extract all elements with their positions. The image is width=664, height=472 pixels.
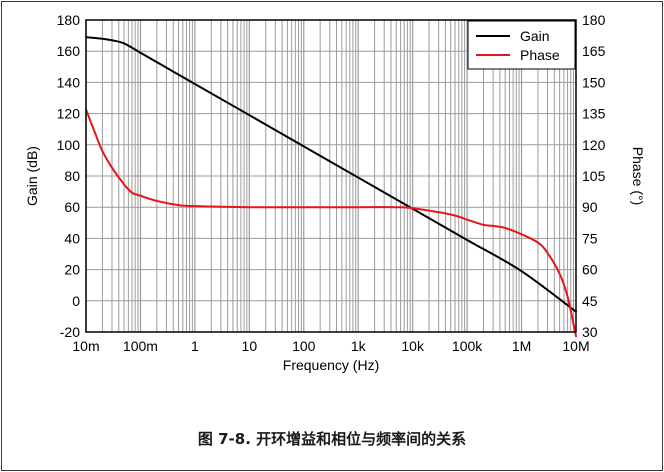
y-tick-label-left: -20 (60, 324, 80, 340)
x-axis-label: Frequency (Hz) (283, 357, 379, 373)
y-tick-label-right: 30 (582, 324, 598, 340)
x-tick-label: 10M (562, 338, 589, 354)
y-tick-label-left: 120 (57, 106, 81, 122)
legend-gain-label: Gain (520, 28, 550, 44)
y-tick-label-right: 45 (582, 293, 598, 309)
figure-caption: 图 7-8. 开环增益和相位与频率间的关系 (197, 430, 467, 448)
y-tick-label-left: 80 (64, 168, 80, 184)
legend-box (467, 20, 576, 70)
y-tick-label-left: 20 (64, 262, 80, 278)
x-tick-label: 10m (72, 338, 99, 354)
x-tick-label: 10k (401, 338, 425, 354)
y-tick-label-right: 90 (582, 199, 598, 215)
y-tick-label-right: 60 (582, 262, 598, 278)
y-tick-label-right: 165 (582, 43, 606, 59)
legend: Gain Phase (467, 20, 576, 70)
gain-curve (85, 36, 577, 313)
y-tick-label-right: 105 (582, 168, 606, 184)
y-axis-label-right: Phase (°) (630, 147, 646, 206)
x-tick-label: 100k (452, 338, 483, 354)
y-tick-label-left: 160 (57, 43, 81, 59)
tick-labels: 10m 100m 1 10 100 1k 10k 100k 1M 10M 180 160 140 120 1… (57, 12, 606, 354)
y-tick-label-right: 150 (582, 74, 606, 90)
y-tick-label-left: 60 (64, 199, 80, 215)
y-tick-label-right: 75 (582, 230, 598, 246)
x-tick-label: 100m (123, 338, 158, 354)
gain-phase-chart: 10m 100m 1 10 100 1k 10k 100k 1M 10M 180 160 140 120 1… (24, 12, 646, 373)
y-axis-label-left: Gain (dB) (24, 146, 40, 206)
legend-phase-label: Phase (520, 47, 560, 63)
curves (85, 36, 577, 338)
y-tick-label-left: 100 (57, 137, 81, 153)
y-tick-label-right: 180 (582, 12, 606, 28)
y-tick-label-left: 40 (64, 230, 80, 246)
x-tick-label: 1k (351, 338, 367, 354)
plot-area-border (85, 19, 577, 333)
y-tick-label-left: 140 (57, 74, 81, 90)
x-tick-label: 1 (191, 338, 199, 354)
y-tick-label-left: 180 (57, 12, 81, 28)
phase-curve (85, 108, 577, 338)
x-tick-label: 1M (512, 338, 531, 354)
y-tick-label-left: 0 (72, 293, 80, 309)
y-tick-label-right: 135 (582, 106, 606, 122)
y-tick-label-right: 120 (582, 137, 606, 153)
x-tick-label: 10 (242, 338, 258, 354)
x-tick-label: 100 (292, 338, 316, 354)
